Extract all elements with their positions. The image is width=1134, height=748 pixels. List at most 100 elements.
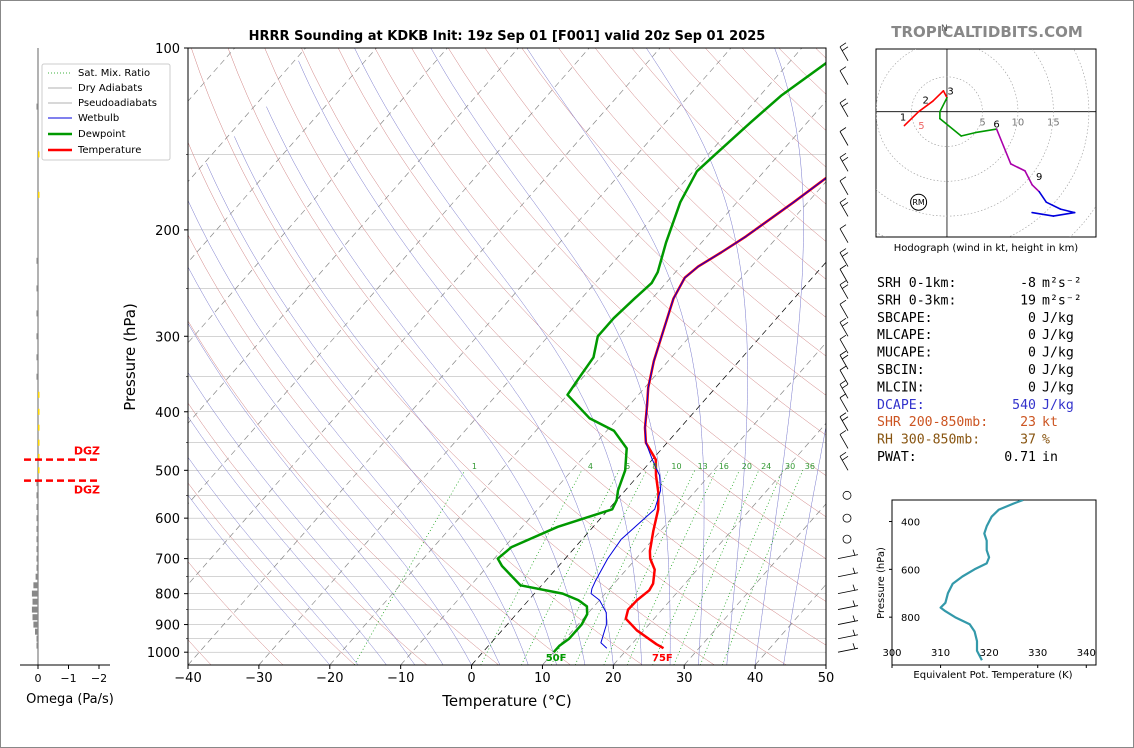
skewt-title: HRRR Sounding at KDKB Init: 19z Sep 01 [… — [249, 29, 766, 44]
point-dewpoint — [501, 565, 503, 567]
wind-barb-flag — [839, 198, 847, 203]
mixing-ratio-label: 13 — [698, 462, 708, 471]
mixing-ratio-label: 36 — [805, 462, 815, 471]
x-tick-label: 30 — [676, 671, 693, 686]
zero-isotherm — [471, 261, 826, 665]
isotherm-line — [188, 48, 590, 505]
thetae-xlabel: Equivalent Pot. Temperature (K) — [913, 670, 1072, 681]
mixing-ratio-label: 16 — [719, 462, 729, 471]
y-tick-label: 400 — [155, 406, 180, 421]
omega-bar — [35, 628, 39, 635]
wind-barb-flag — [839, 176, 847, 182]
point-dewpoint — [568, 638, 570, 640]
hodograph-segment — [974, 128, 998, 134]
dry-adiabat — [188, 482, 356, 665]
omega-panel: 0 −1 −2 DGZ DGZ Omega (Pa/s) — [20, 48, 114, 707]
point-wetbulb — [661, 335, 663, 337]
point-dewpoint — [617, 490, 619, 492]
surface-annotations: 50F 75F — [546, 653, 673, 664]
hodograph-extra-ring-label: 5 — [918, 121, 924, 132]
thetae-y-tick-label: 400 — [901, 518, 920, 529]
hodograph-segment — [1031, 184, 1040, 193]
point-dewpoint — [581, 624, 583, 626]
hodograph-height-label: 6 — [993, 120, 999, 131]
stat-unit: J/kg — [1042, 346, 1074, 361]
pseudoadiabat — [298, 60, 614, 665]
stat-unit: kt — [1042, 415, 1058, 430]
hodograph-north-label: N — [941, 24, 948, 34]
wind-barb-staff — [839, 369, 849, 385]
point-dewpoint — [679, 201, 681, 203]
omega-bar — [35, 573, 38, 580]
point-temperature — [652, 583, 654, 585]
stats-table: SRH 0-1km: -8 m²s⁻² SRH 0-3km: 19 m²s⁻² SBCAPE… — [877, 276, 1082, 465]
calm-wind-circle — [842, 513, 852, 523]
hodograph-ring-label: 10 — [1012, 118, 1025, 129]
omega-bar — [38, 408, 40, 415]
wind-barb-flag — [839, 365, 847, 371]
thetae-line — [939, 500, 1024, 661]
surface-temp-label: 75F — [652, 653, 673, 664]
thetae-x-tick-label: 300 — [882, 648, 901, 659]
legend-label-mix: Sat. Mix. Ratio — [78, 68, 150, 79]
x-tick-label: 50 — [818, 671, 835, 686]
mixing-ratio-label: 20 — [742, 462, 752, 471]
stat-value: 0 — [1028, 328, 1036, 343]
point-temperature — [655, 459, 657, 461]
y-tick-label: 200 — [155, 224, 180, 239]
sounding-series — [496, 61, 826, 654]
point-dewpoint — [657, 271, 659, 273]
stat-unit: J/kg — [1042, 328, 1074, 343]
omega-bar — [36, 555, 38, 562]
wind-barb-staff — [839, 202, 849, 217]
wind-barb-flag — [852, 643, 856, 650]
stat-value: 0 — [1028, 346, 1036, 361]
omega-bar — [38, 467, 40, 474]
hodograph-frame — [875, 48, 1097, 238]
point-wetbulb — [599, 599, 601, 601]
dry-adiabat — [411, 48, 826, 476]
wind-barb-flag — [839, 451, 847, 457]
point-wetbulb — [673, 298, 675, 300]
x-tick-label: −30 — [245, 671, 272, 686]
omega-bar — [38, 439, 40, 446]
wind-barb-flag — [841, 354, 849, 360]
pseudoadiabat — [188, 416, 387, 665]
omega-bar — [36, 635, 38, 642]
hodograph-ring — [876, 49, 1019, 182]
point-wetbulb — [600, 642, 602, 644]
surface-temp-label: 50F — [546, 653, 567, 664]
hodograph-ring — [876, 49, 1090, 237]
pseudoadiabat — [646, 48, 748, 665]
dgz-label: DGZ — [74, 484, 100, 497]
stat-label: RH 300-850mb: — [877, 433, 980, 448]
pseudoadiabat — [188, 322, 444, 665]
omega-tick-label: −1 — [60, 672, 76, 685]
hodograph-segment — [917, 100, 934, 113]
wind-barb-flag — [839, 224, 847, 230]
wind-barb-flag — [852, 615, 856, 622]
point-temperature — [652, 530, 654, 532]
wind-barb-staff — [839, 322, 849, 337]
isotherm-line — [188, 48, 732, 665]
dry-adiabat — [227, 48, 787, 665]
point-wetbulb — [595, 579, 597, 581]
point-dewpoint — [613, 430, 615, 432]
thetae-x-tick-label: 340 — [1077, 648, 1096, 659]
omega-bar — [36, 373, 38, 380]
mixing-ratio-line — [550, 470, 647, 665]
wind-barb-staff — [839, 228, 849, 243]
point-dewpoint — [586, 613, 588, 615]
point-dewpoint — [749, 122, 751, 124]
stat-unit: m²s⁻² — [1042, 293, 1082, 308]
wind-barb-flag — [852, 629, 856, 636]
wind-barb-flag — [839, 379, 847, 385]
omega-bar — [38, 424, 40, 431]
point-wetbulb — [646, 404, 648, 406]
skewt-axes-frame — [187, 47, 827, 666]
point-temperature — [654, 569, 656, 571]
mixing-ratio-line — [626, 470, 717, 665]
wind-barb-flag — [839, 317, 847, 323]
stat-label: SBCIN: — [877, 363, 925, 378]
wind-barb-flag — [841, 252, 849, 257]
